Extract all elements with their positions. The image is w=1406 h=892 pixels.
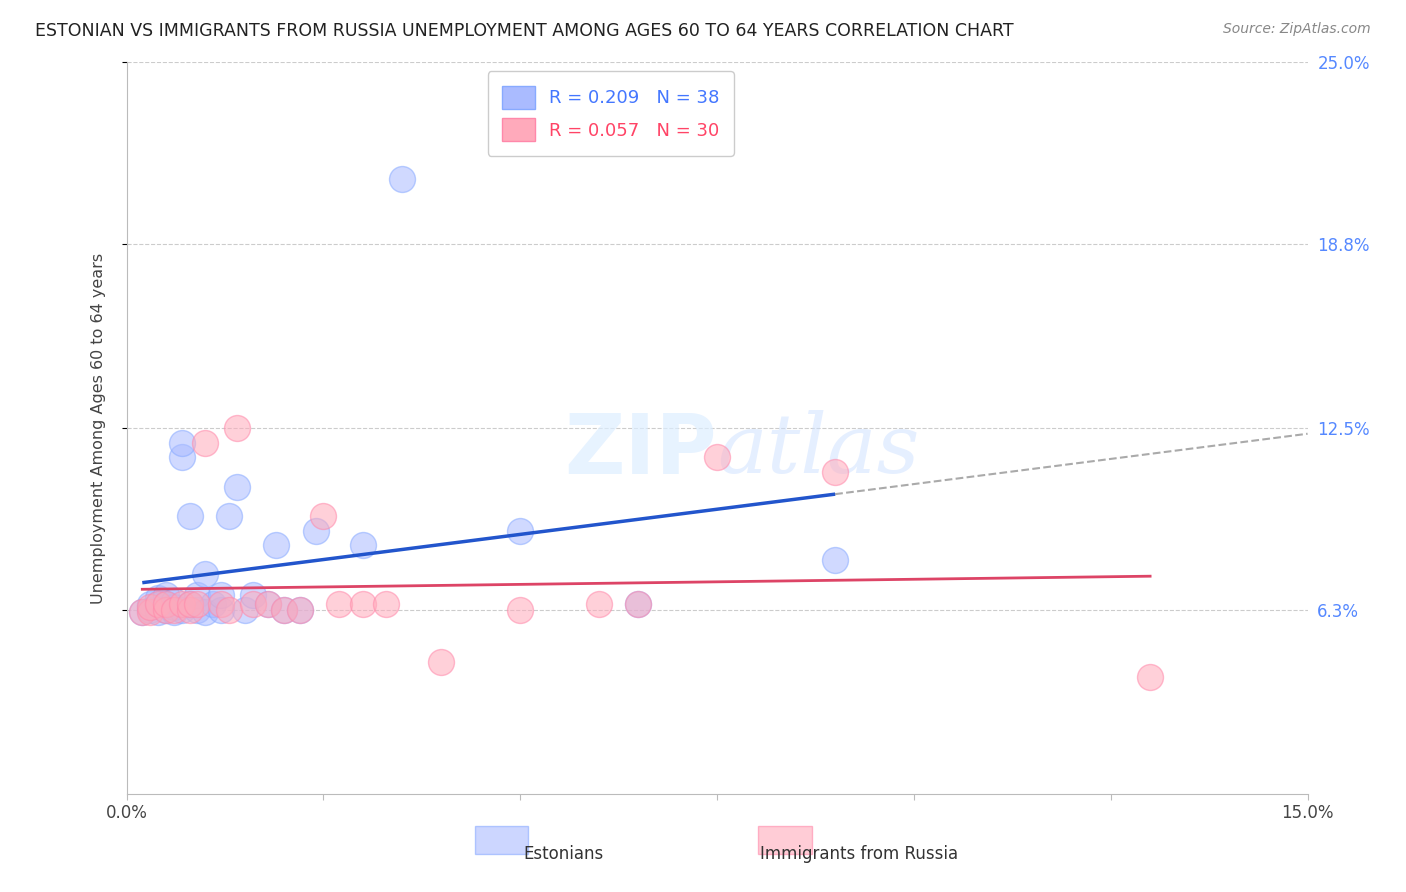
Point (225, 480, 247, 494)
Point (288, 602, 311, 616)
Point (273, 602, 295, 616)
Point (146, 597, 169, 611)
Point (155, 597, 177, 611)
Point (155, 602, 177, 616)
Point (163, 599, 186, 614)
Point (170, 597, 193, 611)
Legend: R = 0.209   N = 38, R = 0.057   N = 30: R = 0.209 N = 38, R = 0.057 N = 30 (488, 71, 734, 156)
Point (288, 602, 311, 616)
Point (155, 602, 177, 616)
Text: ESTONIAN VS IMMIGRANTS FROM RUSSIA UNEMPLOYMENT AMONG AGES 60 TO 64 YEARS CORREL: ESTONIAN VS IMMIGRANTS FROM RUSSIA UNEMP… (35, 22, 1014, 40)
Point (179, 597, 201, 611)
Point (139, 599, 162, 614)
Point (242, 597, 264, 611)
Point (179, 602, 201, 616)
Point (170, 435, 193, 450)
Point (430, 655, 453, 669)
Point (257, 597, 280, 611)
Point (218, 508, 240, 523)
Point (146, 606, 169, 620)
FancyBboxPatch shape (475, 826, 529, 854)
Point (218, 602, 240, 616)
Point (509, 602, 531, 616)
FancyBboxPatch shape (758, 826, 811, 854)
Point (155, 597, 177, 611)
Point (179, 597, 201, 611)
Point (194, 606, 217, 620)
Text: Source: ZipAtlas.com: Source: ZipAtlas.com (1223, 22, 1371, 37)
Point (375, 597, 398, 611)
Point (139, 606, 162, 620)
Point (242, 588, 264, 602)
Point (824, 553, 846, 567)
Point (163, 594, 186, 608)
Point (146, 597, 169, 611)
Y-axis label: Unemployment Among Ages 60 to 64 years: Unemployment Among Ages 60 to 64 years (91, 252, 105, 604)
Point (391, 172, 413, 186)
Point (352, 597, 374, 611)
Point (179, 508, 201, 523)
Text: Immigrants from Russia: Immigrants from Russia (759, 845, 957, 863)
Text: ZIP: ZIP (565, 409, 717, 491)
Point (202, 597, 225, 611)
Point (209, 602, 232, 616)
Point (170, 602, 193, 616)
Point (233, 602, 256, 616)
Point (194, 567, 217, 582)
Point (312, 508, 335, 523)
Point (706, 450, 728, 465)
Point (139, 602, 162, 616)
Point (264, 538, 287, 552)
Point (139, 597, 162, 611)
Point (352, 538, 374, 552)
Point (627, 597, 650, 611)
Point (225, 421, 247, 435)
Text: atlas: atlas (717, 410, 920, 490)
Point (146, 591, 169, 605)
Point (304, 524, 326, 538)
Point (163, 602, 186, 616)
Point (273, 602, 295, 616)
Point (588, 597, 610, 611)
Point (131, 606, 153, 620)
Point (186, 602, 208, 616)
Point (1139, 670, 1161, 684)
Point (328, 597, 350, 611)
Point (209, 588, 232, 602)
Point (170, 450, 193, 465)
Point (155, 588, 177, 602)
Point (163, 606, 186, 620)
Text: Estonians: Estonians (523, 845, 603, 863)
Point (824, 465, 846, 479)
Point (131, 606, 153, 620)
Point (194, 435, 217, 450)
Point (509, 524, 531, 538)
Point (209, 597, 232, 611)
Point (186, 588, 208, 602)
Point (257, 597, 280, 611)
Point (627, 597, 650, 611)
Point (186, 597, 208, 611)
